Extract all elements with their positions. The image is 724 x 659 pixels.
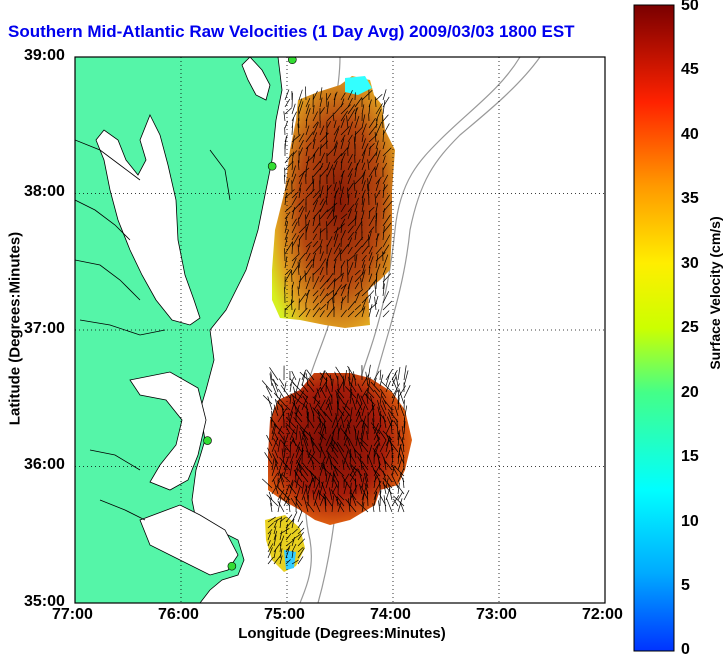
colorbar-title: Surface Velocity (cm/s) <box>707 216 723 370</box>
velocity-vectors <box>261 86 411 565</box>
rivers <box>75 139 231 521</box>
y-tick-label: 39:00 <box>24 47 65 64</box>
x-axis-title: Longitude (Degrees:Minutes) <box>238 625 446 642</box>
x-tick-label: 74:00 <box>370 606 411 623</box>
colorbar-tick: 15 <box>681 448 699 465</box>
colorbar-tick: 25 <box>681 319 699 336</box>
colorbar-tick: 20 <box>681 384 699 401</box>
delaware-bay <box>241 57 271 101</box>
plot-border <box>74 56 606 604</box>
grid <box>75 57 605 603</box>
colorbar-tick: 10 <box>681 513 699 530</box>
x-tick-label: 77:00 <box>52 606 93 623</box>
radar-station-marker <box>288 57 297 65</box>
x-tick-label: 75:00 <box>264 606 305 623</box>
radar-station-marker <box>227 561 237 571</box>
colorbar <box>633 4 675 652</box>
radar-stations <box>203 57 297 571</box>
velocity-field-south <box>268 373 412 525</box>
x-tick-label: 76:00 <box>158 606 199 623</box>
pamlico-sound <box>129 371 207 491</box>
y-tick-label: 35:00 <box>24 593 65 610</box>
y-tick-label: 36:00 <box>24 456 65 473</box>
y-tick-label: 37:00 <box>24 320 65 337</box>
velocity-field-north <box>272 76 395 328</box>
y-axis-title: Latitude (Degrees:Minutes) <box>6 231 24 426</box>
chesapeake-bay <box>95 114 201 326</box>
colorbar-tick: 0 <box>681 641 690 658</box>
colorbar-tick: 50 <box>681 0 699 14</box>
colorbar-tick: 30 <box>681 255 699 272</box>
map-title: Southern Mid-Atlantic Raw Velocities (1 … <box>8 22 575 41</box>
colorbar-tick: 40 <box>681 126 699 143</box>
radar-station-marker <box>203 436 212 445</box>
colorbar-tick: 45 <box>681 61 699 78</box>
y-tick-label: 38:00 <box>24 183 65 200</box>
colorbar-tick: 35 <box>681 190 699 207</box>
x-tick-label: 72:00 <box>582 606 623 623</box>
colorbar-tick: 5 <box>681 577 690 594</box>
radar-station-marker <box>267 161 277 171</box>
x-tick-label: 73:00 <box>476 606 517 623</box>
